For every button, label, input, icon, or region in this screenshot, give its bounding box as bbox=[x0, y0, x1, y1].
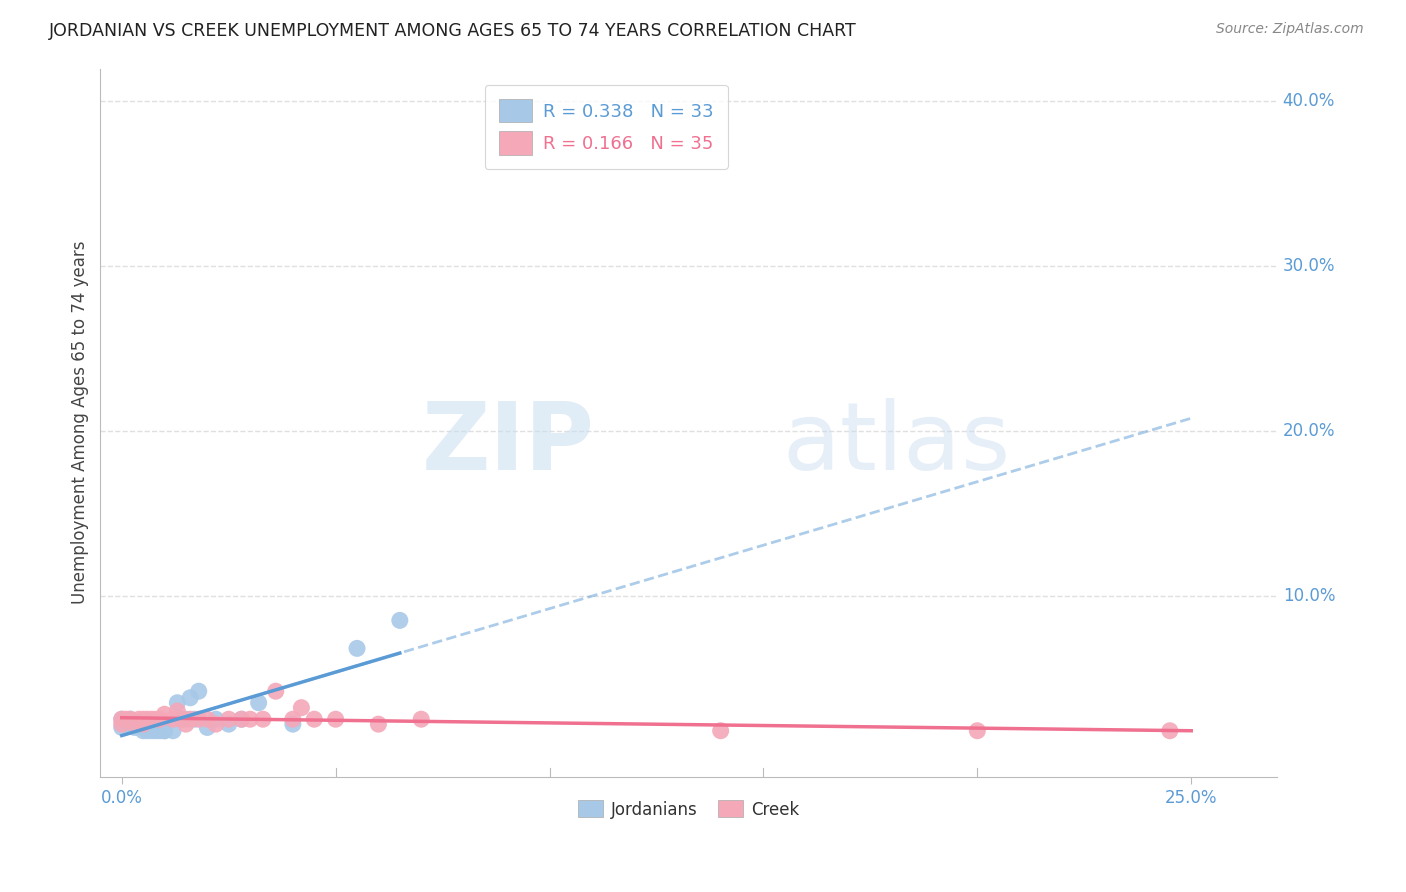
Text: ZIP: ZIP bbox=[422, 398, 595, 490]
Point bbox=[264, 684, 287, 698]
Point bbox=[136, 712, 159, 726]
Text: 40.0%: 40.0% bbox=[1282, 93, 1336, 111]
Point bbox=[153, 723, 176, 738]
Point bbox=[111, 712, 134, 726]
Text: JORDANIAN VS CREEK UNEMPLOYMENT AMONG AGES 65 TO 74 YEARS CORRELATION CHART: JORDANIAN VS CREEK UNEMPLOYMENT AMONG AG… bbox=[49, 22, 858, 40]
Point bbox=[149, 723, 172, 738]
Point bbox=[124, 717, 146, 731]
Point bbox=[128, 712, 150, 726]
Point bbox=[966, 723, 988, 738]
Point bbox=[166, 696, 188, 710]
Point bbox=[120, 717, 142, 731]
Point bbox=[136, 723, 159, 738]
Point bbox=[179, 712, 201, 726]
Point bbox=[346, 641, 368, 656]
Text: 10.0%: 10.0% bbox=[1282, 587, 1336, 605]
Point bbox=[281, 717, 304, 731]
Point bbox=[170, 712, 193, 726]
Point bbox=[247, 696, 270, 710]
Y-axis label: Unemployment Among Ages 65 to 74 years: Unemployment Among Ages 65 to 74 years bbox=[72, 241, 89, 605]
Point bbox=[195, 721, 218, 735]
Point bbox=[325, 712, 347, 726]
Point bbox=[120, 712, 142, 726]
Point bbox=[136, 717, 159, 731]
Point bbox=[231, 712, 253, 726]
Point bbox=[124, 717, 146, 731]
Text: Source: ZipAtlas.com: Source: ZipAtlas.com bbox=[1216, 22, 1364, 37]
Point bbox=[132, 723, 155, 738]
Point bbox=[145, 721, 167, 735]
Point bbox=[231, 712, 253, 726]
Point bbox=[111, 712, 134, 726]
Point bbox=[162, 723, 184, 738]
Point bbox=[218, 712, 240, 726]
Point bbox=[166, 704, 188, 718]
Point bbox=[124, 721, 146, 735]
Point bbox=[281, 712, 304, 726]
Point bbox=[111, 721, 134, 735]
Point bbox=[304, 712, 326, 726]
Point bbox=[388, 613, 411, 627]
Point bbox=[128, 717, 150, 731]
Point bbox=[218, 717, 240, 731]
Point bbox=[710, 723, 733, 738]
Point bbox=[132, 717, 155, 731]
Text: atlas: atlas bbox=[783, 398, 1011, 490]
Point bbox=[195, 712, 218, 726]
Point bbox=[111, 717, 134, 731]
Text: 30.0%: 30.0% bbox=[1282, 257, 1336, 276]
Point bbox=[141, 712, 163, 726]
Point bbox=[205, 717, 228, 731]
Point bbox=[205, 712, 228, 726]
Legend: Jordanians, Creek: Jordanians, Creek bbox=[571, 794, 806, 825]
Point bbox=[149, 721, 172, 735]
Point bbox=[153, 723, 176, 738]
Point bbox=[411, 712, 433, 726]
Point bbox=[179, 690, 201, 705]
Point bbox=[252, 712, 274, 726]
Point bbox=[290, 700, 312, 714]
Point bbox=[132, 721, 155, 735]
Point bbox=[187, 712, 209, 726]
Point bbox=[132, 712, 155, 726]
Text: 20.0%: 20.0% bbox=[1282, 422, 1336, 440]
Point bbox=[187, 684, 209, 698]
Point bbox=[162, 712, 184, 726]
Point bbox=[141, 723, 163, 738]
Point bbox=[145, 723, 167, 738]
Point bbox=[174, 712, 197, 726]
Point bbox=[120, 712, 142, 726]
Point bbox=[145, 712, 167, 726]
Point bbox=[174, 717, 197, 731]
Point bbox=[115, 712, 138, 726]
Point bbox=[367, 717, 389, 731]
Point bbox=[183, 712, 205, 726]
Point bbox=[170, 712, 193, 726]
Point bbox=[239, 712, 262, 726]
Point bbox=[1159, 723, 1181, 738]
Point bbox=[149, 712, 172, 726]
Point bbox=[153, 707, 176, 722]
